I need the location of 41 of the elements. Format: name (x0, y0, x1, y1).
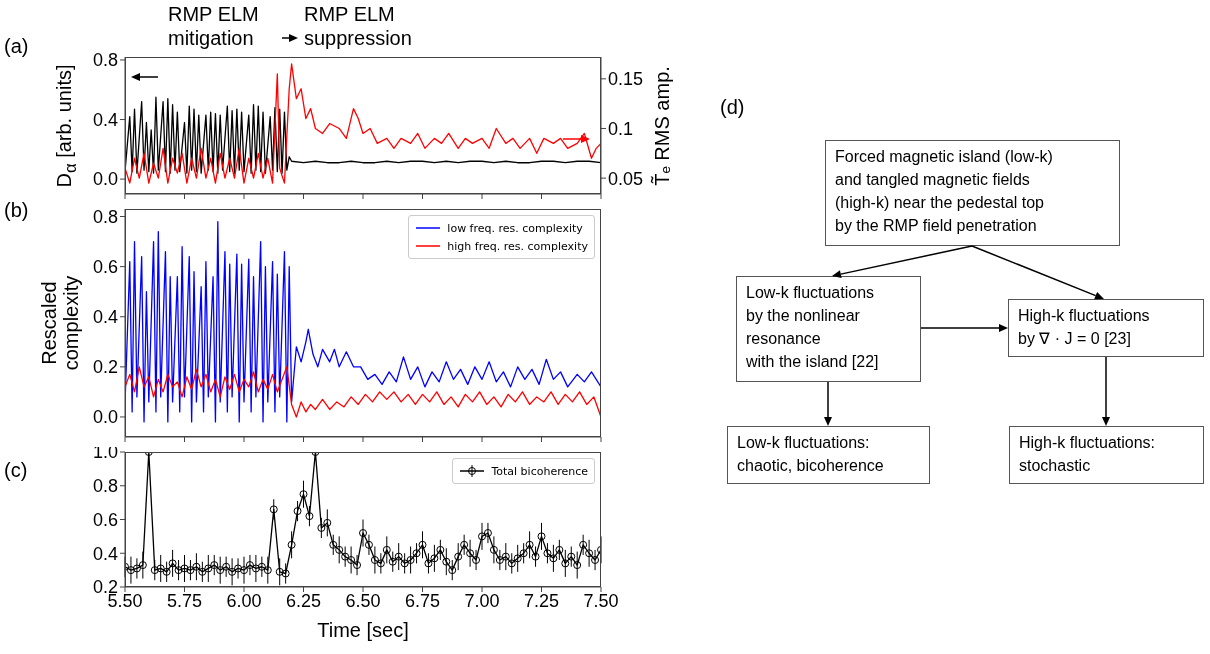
y-tick-label: 0.6 (92, 509, 118, 530)
text: (c) (4, 458, 28, 482)
y-tick-label: 0.8 (92, 476, 118, 497)
y-tick-label: 0.4 (92, 307, 118, 328)
text: RMP ELM suppression (304, 2, 412, 50)
text: RMP ELM mitigation (168, 2, 259, 50)
x-tick-label: 5.75 (166, 590, 203, 611)
y2-tick-label: 0.15 (608, 69, 644, 90)
y-tick-label: 0.8 (92, 206, 118, 227)
legend-label: high freq. res. complexity (447, 239, 588, 253)
text-box: High-k fluctuations by ∇ · J = 0 [23] (1008, 299, 1204, 357)
y-tick-label: 0.8 (92, 50, 118, 71)
text: (a) (4, 34, 29, 58)
x-axis-title: Time [sec] (316, 619, 410, 642)
y2-tick-label: 0.1 (608, 118, 634, 139)
x-tick-label: 7.00 (464, 590, 500, 611)
y2-tick-label: 0.05 (608, 168, 644, 189)
x-tick-label: 6.50 (345, 590, 381, 611)
x-tick-label: 6.75 (404, 590, 441, 611)
x-tick-label: 6.25 (285, 590, 322, 611)
x-tick-label: 7.25 (523, 590, 560, 611)
text: (d) (720, 96, 745, 119)
y-tick-label: 0.4 (92, 543, 118, 564)
text-box: Forced magnetic island (low-k) and tangled magnetic fields (high-k) near the pedestal top by the RMP field penetration (825, 140, 1120, 246)
y-tick-label: 0.0 (92, 169, 118, 190)
y-tick-label: 0.2 (92, 357, 118, 378)
text: (b) (4, 198, 29, 222)
text-box: High-k fluctuations: stochastic (1009, 426, 1204, 484)
x-tick-label: 7.50 (583, 590, 619, 611)
y-tick-label: 0.0 (92, 407, 118, 428)
x-tick-label: 6.00 (226, 590, 262, 611)
y-tick-label: 0.6 (92, 257, 118, 278)
line-series (125, 96, 601, 174)
y-tick-label: 0.4 (92, 109, 118, 130)
line-series (125, 366, 601, 418)
legend-label: Total bicoherence (491, 464, 588, 478)
y-axis-title: Rescaled complexity (38, 274, 82, 373)
y2-axis-title: T̃ₑ RMS amp. (650, 65, 674, 186)
legend-label: low freq. res. complexity (447, 221, 583, 235)
text-box: Low-k fluctuations by the nonlinear resonance with the island [22] (736, 276, 921, 382)
text-box: Low-k fluctuations: chaotic, bicoherence (727, 426, 930, 484)
